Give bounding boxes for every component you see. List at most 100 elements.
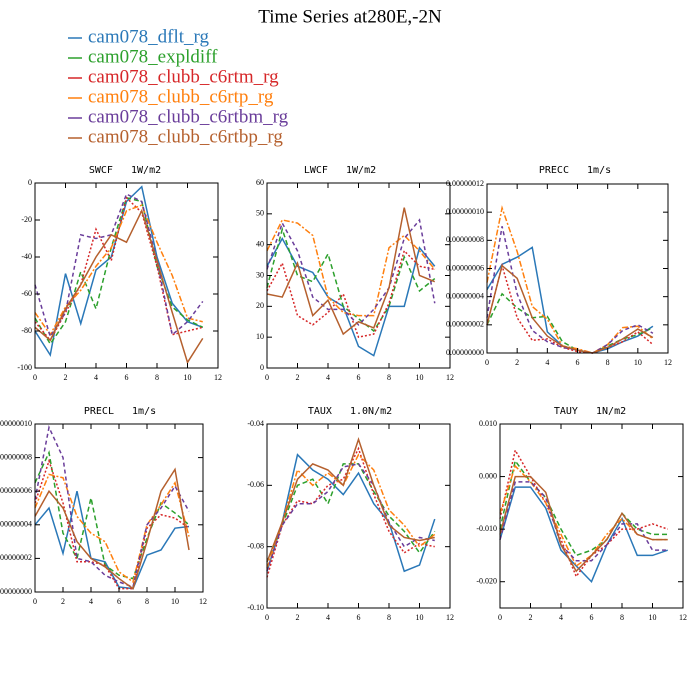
x-tick-label: 6 xyxy=(357,613,361,622)
x-tick-label: 10 xyxy=(649,613,657,622)
panel-title: PRECL 1m/s xyxy=(84,406,156,417)
y-tick-label: -100 xyxy=(17,363,32,372)
series-line: cam078_clubb_c6rtp_rg xyxy=(499,464,668,568)
x-tick-label: 4 xyxy=(94,373,98,382)
x-tick-label: 0 xyxy=(485,358,489,367)
x-tick-label: 0 xyxy=(265,613,269,622)
panel-title: PRECC 1m/s xyxy=(539,165,611,176)
plot-frame xyxy=(34,423,204,593)
y-tick-label: 0.000 xyxy=(479,471,497,480)
y-tick-label: 0.00000008 xyxy=(446,235,484,244)
legend-label: cam078_clubb_c6rtp_rg xyxy=(88,86,274,107)
x-tick-label: 12 xyxy=(446,613,454,622)
panel: PRECC 1m/scam078_dflt_rgcam078_expldiffc… xyxy=(446,165,672,367)
y-tick-label: 0.00000000 xyxy=(0,587,32,596)
series-line: cam078_clubb_c6rtm_rg xyxy=(266,446,435,578)
x-tick-label: 2 xyxy=(61,597,65,606)
x-tick-label: 8 xyxy=(606,358,610,367)
series-line: cam078_expldiff xyxy=(499,459,668,557)
series-line: cam078_clubb_c6rtp_rg xyxy=(34,204,203,337)
legend-label: cam078_clubb_c6rtbm_rg xyxy=(88,106,289,127)
series-line: cam078_dflt_rg xyxy=(34,491,190,590)
legend-label: cam078_expldiff xyxy=(88,46,218,67)
series-line: cam078_expldiff xyxy=(266,226,436,333)
y-tick-label: -60 xyxy=(21,289,32,298)
series-line: cam078_clubb_c6rtm_rg xyxy=(34,458,190,590)
y-tick-label: 30 xyxy=(256,270,264,279)
series-line: cam078_clubb_c6rtbm_rg xyxy=(266,463,435,572)
x-tick-label: 10 xyxy=(171,597,179,606)
x-tick-label: 0 xyxy=(498,613,502,622)
panel: PRECL 1m/s cam078_dflt_rgcam078_expldiffc… xyxy=(0,406,207,606)
x-tick-label: 6 xyxy=(357,373,361,382)
series-line: cam078_dflt_rg xyxy=(499,486,668,584)
x-tick-label: 10 xyxy=(634,358,642,367)
panel-title: SWCF 1W/m2 xyxy=(89,165,161,176)
panel-title: TAUY 1N/m2 xyxy=(554,406,626,417)
x-tick-label: 6 xyxy=(590,613,594,622)
x-tick-label: 8 xyxy=(620,613,624,622)
panel-title: LWCF 1W/m2 xyxy=(304,165,376,176)
y-tick-label: 0.00000012 xyxy=(446,179,484,188)
y-tick-label: 0.00000002 xyxy=(446,320,484,329)
x-tick-label: 6 xyxy=(576,358,580,367)
y-tick-label: 10 xyxy=(256,332,264,341)
series-line: cam078_clubb_c6rtbp_rg xyxy=(34,467,190,590)
x-tick-label: 6 xyxy=(117,597,121,606)
legend-label: cam078_clubb_c6rtm_rg xyxy=(88,66,279,87)
x-tick-label: 2 xyxy=(515,358,519,367)
y-tick-label: -0.06 xyxy=(247,480,264,489)
x-tick-label: 0 xyxy=(33,597,37,606)
x-tick-label: 0 xyxy=(265,373,269,382)
x-tick-label: 4 xyxy=(326,373,330,382)
y-tick-label: 0.00000004 xyxy=(446,291,484,300)
y-tick-label: 0 xyxy=(28,178,32,187)
x-tick-label: 0 xyxy=(33,373,37,382)
y-tick-label: -40 xyxy=(21,252,32,261)
series-line: cam078_dflt_rg xyxy=(266,453,436,573)
series-line: cam078_clubb_c6rtbm_rg xyxy=(499,481,668,562)
panel: LWCF 1W/m2 cam078_dflt_rgcam078_expldiffc… xyxy=(256,165,454,382)
series-line: cam078_dflt_rg xyxy=(266,236,436,357)
series-line: cam078_clubb_c6rtbp_rg xyxy=(486,264,654,354)
x-tick-label: 10 xyxy=(416,373,424,382)
x-tick-label: 2 xyxy=(64,373,68,382)
x-tick-label: 2 xyxy=(296,613,300,622)
x-tick-label: 10 xyxy=(416,613,424,622)
x-tick-label: 4 xyxy=(326,613,330,622)
y-tick-label: 0.00000002 xyxy=(0,553,32,562)
x-tick-label: 4 xyxy=(545,358,549,367)
x-tick-label: 12 xyxy=(664,358,672,367)
series-line: cam078_clubb_c6rtbm_rg xyxy=(34,424,190,588)
y-tick-label: -0.08 xyxy=(247,541,264,550)
y-tick-label: 0.00000004 xyxy=(0,520,32,529)
series-line: cam078_clubb_c6rtp_rg xyxy=(486,205,654,354)
legend-label: cam078_clubb_c6rtbp_rg xyxy=(88,126,283,147)
x-tick-label: 12 xyxy=(199,597,207,606)
y-tick-label: -0.010 xyxy=(476,524,497,533)
series-line: cam078_clubb_c6rtbp_rg xyxy=(499,475,668,573)
y-tick-label: -0.04 xyxy=(247,419,264,428)
series-line: cam078_clubb_c6rtbm_rg xyxy=(34,193,204,339)
y-tick-label: 0 xyxy=(260,363,264,372)
y-tick-label: -20 xyxy=(21,215,32,224)
plot-frame xyxy=(266,423,451,609)
y-tick-label: 0.00000010 xyxy=(0,419,32,428)
x-tick-label: 8 xyxy=(387,613,391,622)
series-line: cam078_clubb_c6rtbp_rg xyxy=(266,207,436,336)
series-line: cam078_clubb_c6rtm_rg xyxy=(266,249,435,339)
x-tick-label: 8 xyxy=(387,373,391,382)
y-tick-label: -0.020 xyxy=(476,577,497,586)
y-tick-label: 0.010 xyxy=(479,419,497,428)
y-tick-label: 0.00000006 xyxy=(446,263,484,272)
y-tick-label: 60 xyxy=(256,178,264,187)
series-line: cam078_expldiff xyxy=(486,292,654,354)
y-tick-label: 40 xyxy=(256,239,264,248)
series-line: cam078_expldiff xyxy=(34,450,190,580)
panel: TAUY 1N/m2 cam078_dflt_rgcam078_expldiffc… xyxy=(476,406,687,622)
x-tick-label: 12 xyxy=(679,613,687,622)
series-line: cam078_clubb_c6rtbp_rg xyxy=(34,208,204,365)
figure-title: Time Series at280E,-2N xyxy=(258,6,442,27)
series-line: cam078_expldiff xyxy=(34,196,204,346)
